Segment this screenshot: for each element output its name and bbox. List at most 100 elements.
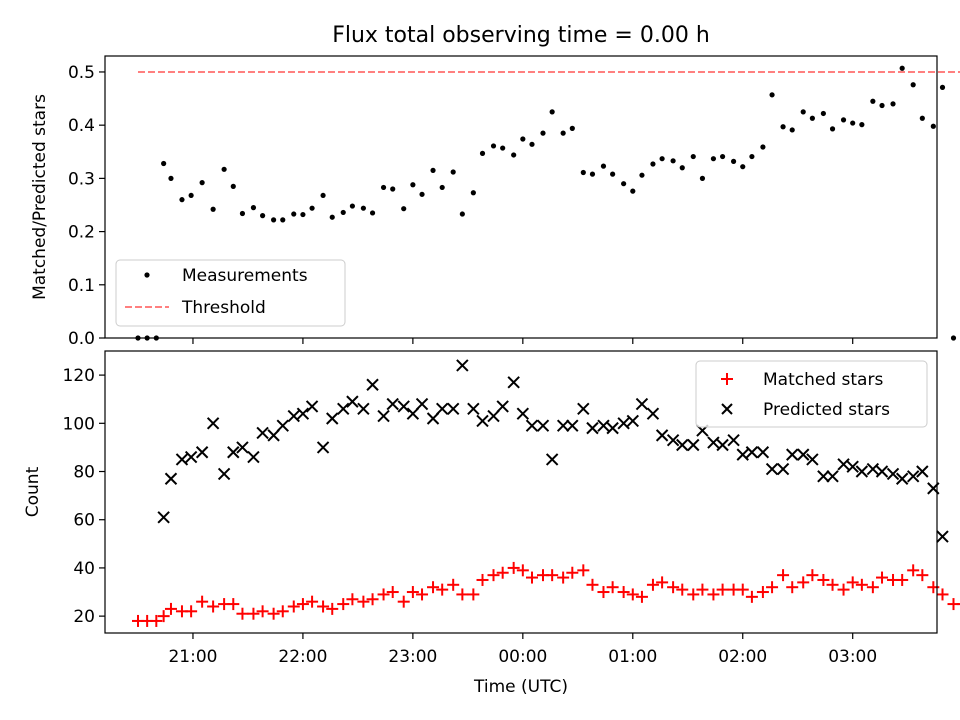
y-tick-label: 0.4 <box>68 116 95 136</box>
matched-stars-point <box>227 598 240 611</box>
bottom-axes-frame <box>104 350 938 634</box>
matched-stars-point <box>586 578 599 591</box>
predicted-stars-point <box>797 448 810 461</box>
matched-stars-point <box>326 602 339 615</box>
measurements-point <box>919 115 925 121</box>
x-tick-label: 22:00 <box>278 647 327 667</box>
matched-stars-point <box>456 588 469 601</box>
matched-stars-point <box>276 605 289 618</box>
predicted-stars-point <box>357 402 370 416</box>
measurements-point <box>650 161 656 167</box>
predicted-stars-point <box>326 412 339 425</box>
predicted-stars-point <box>666 433 680 447</box>
legend-label-threshold: Threshold <box>181 298 266 318</box>
predicted-stars-point <box>184 450 198 464</box>
measurements-point <box>520 136 526 142</box>
matched-stars-point <box>507 561 520 574</box>
y-tick-label: 20 <box>73 607 95 627</box>
predicted-stars-point <box>446 402 460 416</box>
predicted-stars-point <box>236 441 249 454</box>
predicted-stars-point <box>346 395 359 408</box>
measurements-point <box>800 109 806 115</box>
matched-stars-point <box>606 581 619 594</box>
predicted-stars-point <box>247 450 260 464</box>
measurements-point <box>589 171 596 177</box>
measurements-point <box>870 98 876 104</box>
matched-stars-point <box>557 571 570 584</box>
predicted-stars-point <box>936 530 949 543</box>
measurements-point <box>188 192 194 199</box>
predicted-stars-point <box>175 453 189 466</box>
measurements-point <box>470 190 476 196</box>
y-tick-label: 0.0 <box>68 329 95 349</box>
predicted-stars-point <box>217 467 231 481</box>
measurements-point <box>479 150 486 156</box>
measurements-point <box>410 182 416 188</box>
measurements-point <box>168 175 174 181</box>
x-tick-label: 00:00 <box>498 647 547 667</box>
measurements-point <box>199 180 205 186</box>
matched-stars-point <box>164 602 177 615</box>
y-tick-label: 120 <box>63 366 95 386</box>
measurements-point <box>859 122 865 128</box>
matched-stars-point <box>646 578 659 591</box>
measurements-point <box>540 130 546 136</box>
measurements-point <box>850 120 856 126</box>
measurements-point <box>780 124 786 130</box>
measurements-point <box>560 130 566 136</box>
matched-stars-point <box>617 586 630 599</box>
matched-stars-point <box>357 595 370 608</box>
matched-stars-point <box>406 586 419 599</box>
matched-stars-point <box>936 588 949 601</box>
matched-stars-point <box>397 595 410 608</box>
predicted-stars-point <box>507 376 520 389</box>
predicted-stars-point <box>164 472 178 485</box>
measurements-point <box>950 335 957 341</box>
measurements-point <box>879 102 885 109</box>
measurements-point <box>300 211 306 218</box>
matched-stars-point <box>896 573 909 586</box>
x-tick-label: 02:00 <box>718 647 767 667</box>
measurements-point <box>600 163 607 169</box>
measurements-point <box>730 158 737 164</box>
legend-label-predicted-stars: Predicted stars <box>763 400 890 420</box>
predicted-stars-point <box>206 417 220 430</box>
measurements-point <box>749 153 755 160</box>
measurements-point <box>340 209 346 216</box>
predicted-stars-point <box>276 419 289 432</box>
predicted-stars-point <box>756 446 770 459</box>
predicted-stars-point <box>727 433 740 447</box>
y-tick-label: 0.2 <box>68 223 95 243</box>
top-legend-box <box>115 259 346 327</box>
legend-marker-measurements <box>144 272 150 278</box>
measurements-point <box>529 141 535 147</box>
measurements-point <box>820 110 826 117</box>
predicted-stars-point <box>676 438 689 452</box>
measurements-point <box>670 158 676 164</box>
predicted-stars-point <box>586 421 599 435</box>
predicted-stars-point <box>337 402 350 416</box>
y-tick-label: 40 <box>73 559 95 579</box>
measurements-point <box>360 205 366 211</box>
matched-stars-point <box>157 610 170 623</box>
measurements-point <box>349 203 356 209</box>
measurements-point <box>939 84 946 90</box>
measurements-point <box>439 184 445 191</box>
predicted-stars-point <box>846 460 859 473</box>
measurements-point <box>699 175 706 181</box>
matched-stars-point <box>676 583 689 596</box>
predicted-stars-point <box>296 407 310 420</box>
predicted-stars-point <box>855 465 869 478</box>
matched-stars-point <box>866 581 879 594</box>
matched-stars-point <box>876 571 889 584</box>
measurements-point <box>679 165 685 171</box>
measurements-point <box>161 160 167 167</box>
matched-stars-point <box>687 588 700 601</box>
predicted-stars-point <box>916 465 929 478</box>
predicted-stars-point <box>545 453 559 466</box>
x-tick-label: 01:00 <box>608 647 657 667</box>
predicted-stars-point <box>826 470 839 483</box>
top-y-axis-label: Matched/Predicted stars <box>30 94 50 300</box>
